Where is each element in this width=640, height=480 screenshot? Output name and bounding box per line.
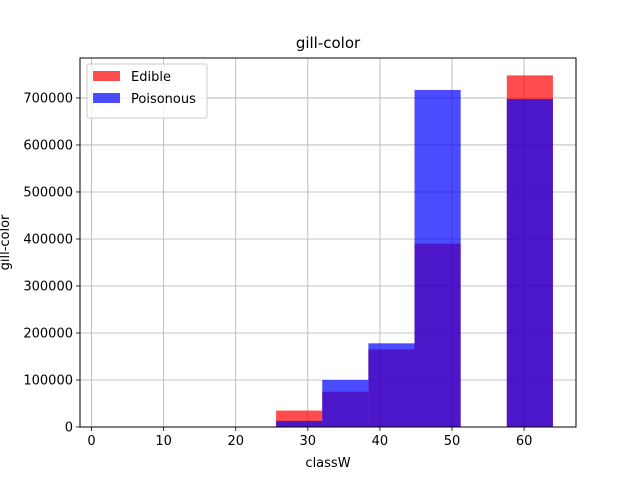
x-tick-label: 60 bbox=[516, 434, 533, 449]
y-tick-label: 100000 bbox=[23, 373, 73, 388]
legend-label-edible: Edible bbox=[131, 70, 171, 85]
x-tick-label: 20 bbox=[227, 434, 244, 449]
y-tick-label: 0 bbox=[65, 421, 73, 436]
x-axis-label: classW bbox=[305, 456, 350, 471]
y-ticks: 0 100000 200000 300000 400000 500000 600000 700… bbox=[23, 91, 80, 436]
plot-frame bbox=[79, 57, 577, 428]
chart-title: gill-color bbox=[296, 34, 361, 52]
legend-label-poisonous: Poisonous bbox=[131, 92, 196, 107]
bar-poisonous-bin-9 bbox=[506, 98, 553, 427]
y-tick-label: 600000 bbox=[23, 138, 73, 153]
x-tick-label: 50 bbox=[444, 434, 461, 449]
y-tick-label: 400000 bbox=[23, 232, 73, 247]
bar-poisonous-bin-7 bbox=[414, 89, 461, 428]
x-tick-label: 0 bbox=[87, 434, 95, 449]
legend-swatch-poisonous bbox=[93, 93, 120, 103]
y-tick-label: 500000 bbox=[23, 185, 73, 200]
legend-swatch-edible bbox=[93, 71, 120, 81]
y-tick-label: 300000 bbox=[23, 279, 73, 294]
x-ticks: 0 10 20 30 40 50 60 bbox=[87, 427, 532, 449]
x-tick-label: 40 bbox=[372, 434, 389, 449]
bars bbox=[276, 75, 553, 428]
bar-poisonous-bin-6 bbox=[368, 343, 415, 427]
bar-poisonous-bin-4 bbox=[276, 420, 323, 427]
bar-poisonous-bin-5 bbox=[322, 379, 369, 427]
x-tick-label: 30 bbox=[300, 434, 317, 449]
legend: Edible Poisonous bbox=[86, 63, 208, 119]
y-tick-label: 200000 bbox=[23, 326, 73, 341]
x-tick-label: 10 bbox=[155, 434, 172, 449]
y-tick-label: 700000 bbox=[23, 91, 73, 106]
y-axis-label: gill-color bbox=[0, 214, 13, 270]
